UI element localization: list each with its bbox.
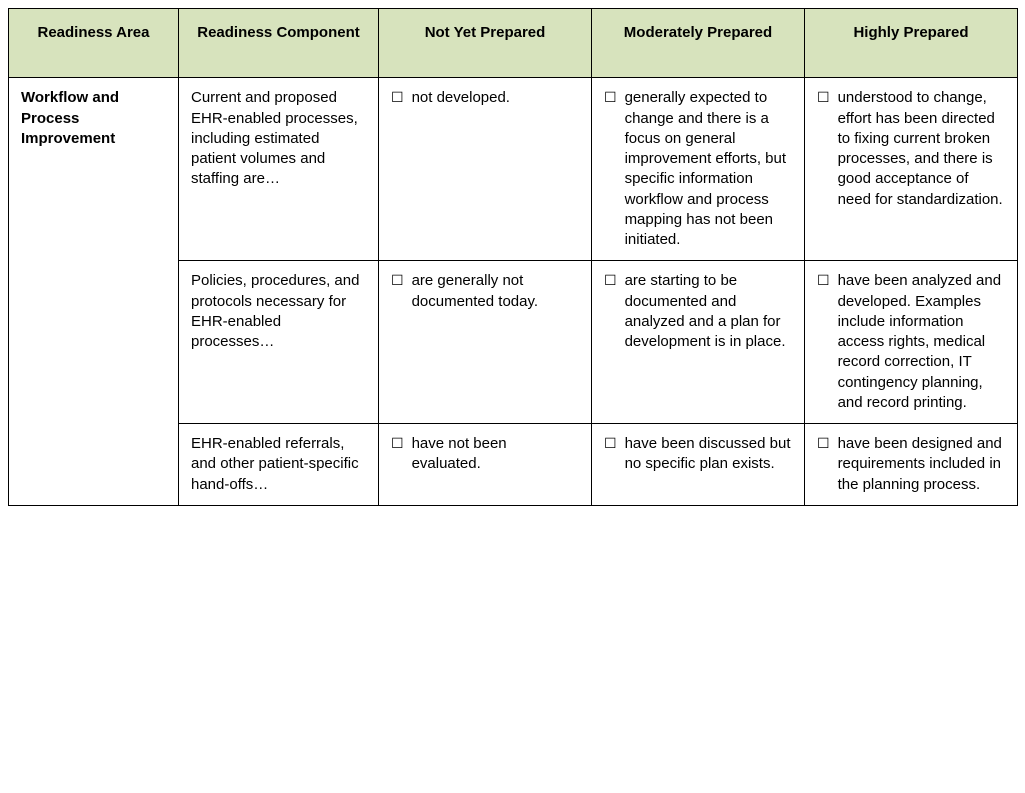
not-yet-text: are generally not documented today.: [412, 271, 579, 312]
high-text: understood to change, effort has been di…: [838, 88, 1005, 210]
table-header-row: Readiness Area Readiness Component Not Y…: [9, 9, 1018, 78]
readiness-area-cell: Workflow and Process Improvement: [9, 78, 179, 506]
high-cell: ☐ have been designed and requirements in…: [805, 424, 1018, 506]
moderate-text: are starting to be documented and analyz…: [625, 271, 792, 352]
component-cell: Current and proposed EHR-enabled process…: [179, 78, 379, 261]
high-text: have been analyzed and developed. Exampl…: [838, 271, 1005, 413]
not-yet-cell: ☐ not developed.: [379, 78, 592, 261]
checkbox-icon[interactable]: ☐: [817, 271, 830, 291]
col-header-area: Readiness Area: [9, 9, 179, 78]
moderate-cell: ☐ are starting to be documented and anal…: [592, 261, 805, 424]
checkbox-icon[interactable]: ☐: [604, 271, 617, 291]
moderate-cell: ☐ generally expected to change and there…: [592, 78, 805, 261]
checkbox-icon[interactable]: ☐: [817, 434, 830, 454]
component-cell: Policies, procedures, and protocols nece…: [179, 261, 379, 424]
readiness-table: Readiness Area Readiness Component Not Y…: [8, 8, 1018, 506]
col-header-high: Highly Prepared: [805, 9, 1018, 78]
moderate-text: generally expected to change and there i…: [625, 88, 792, 250]
col-header-not-yet: Not Yet Prepared: [379, 9, 592, 78]
checkbox-icon[interactable]: ☐: [604, 88, 617, 108]
checkbox-icon[interactable]: ☐: [391, 271, 404, 291]
col-header-moderate: Moderately Prepared: [592, 9, 805, 78]
col-header-component: Readiness Component: [179, 9, 379, 78]
not-yet-cell: ☐ have not been evaluated.: [379, 424, 592, 506]
not-yet-text: have not been evaluated.: [412, 434, 579, 475]
high-text: have been designed and requirements incl…: [838, 434, 1005, 495]
checkbox-icon[interactable]: ☐: [391, 88, 404, 108]
checkbox-icon[interactable]: ☐: [391, 434, 404, 454]
component-cell: EHR-enabled referrals, and other patient…: [179, 424, 379, 506]
not-yet-cell: ☐ are generally not documented today.: [379, 261, 592, 424]
checkbox-icon[interactable]: ☐: [604, 434, 617, 454]
moderate-text: have been discussed but no specific plan…: [625, 434, 792, 475]
not-yet-text: not developed.: [412, 88, 579, 108]
moderate-cell: ☐ have been discussed but no specific pl…: [592, 424, 805, 506]
high-cell: ☐ have been analyzed and developed. Exam…: [805, 261, 1018, 424]
checkbox-icon[interactable]: ☐: [817, 88, 830, 108]
high-cell: ☐ understood to change, effort has been …: [805, 78, 1018, 261]
table-row: Workflow and Process Improvement Current…: [9, 78, 1018, 261]
